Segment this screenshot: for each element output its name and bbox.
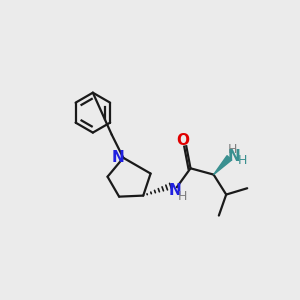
Text: N: N [169,183,182,198]
Text: N: N [112,150,124,165]
Text: N: N [228,149,240,164]
Text: O: O [176,133,189,148]
Polygon shape [214,156,232,175]
Text: H: H [238,154,247,167]
Text: H: H [177,190,187,203]
Text: H: H [228,143,237,156]
